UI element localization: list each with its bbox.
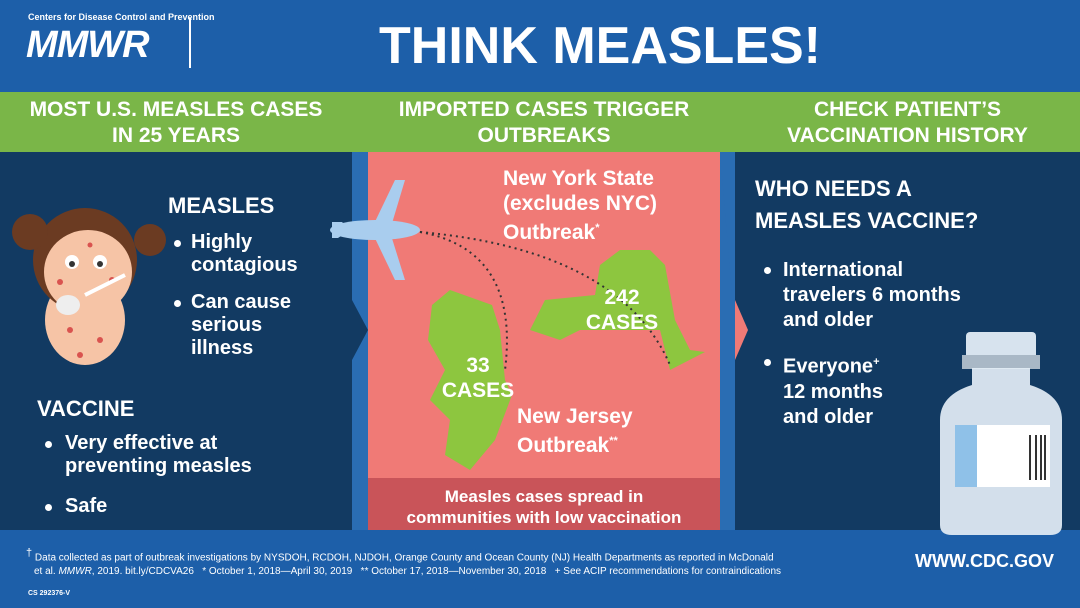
note: Data collected as part of outbreak inves… xyxy=(34,552,774,564)
code: CS 292376-V xyxy=(28,590,71,597)
line: MEASLES VACCINE? xyxy=(755,208,979,233)
line: Outbreak xyxy=(503,221,596,244)
line: travelers 6 months xyxy=(783,284,961,306)
line: (excludes NYC) xyxy=(503,192,658,215)
nj-cases: 33 CASES xyxy=(428,353,528,403)
line: OUTBREAKS xyxy=(477,124,611,147)
bullet-text: Very effective at preventing measles xyxy=(65,432,252,478)
line: Outbreak** xyxy=(517,429,633,458)
logo: MMWR xyxy=(26,24,150,66)
nj-label: New Jersey Outbreak** xyxy=(517,404,633,458)
line: contagious xyxy=(191,254,298,276)
footnote-mark: + xyxy=(873,356,880,368)
bullet xyxy=(764,359,771,366)
line: Highly xyxy=(191,231,253,253)
ny-label: New York State (excludes NYC) Outbreak* xyxy=(503,166,657,245)
bullet-text: International travelers 6 months and older xyxy=(783,258,961,333)
bullet xyxy=(174,240,181,247)
col-heading: CHECK PATIENT’S VACCINATION HISTORY xyxy=(735,97,1080,149)
line: WHO NEEDS A xyxy=(755,176,912,201)
line: and older xyxy=(783,405,874,428)
count: 242 xyxy=(604,286,640,309)
note: et al. xyxy=(34,566,56,578)
measles-heading: MEASLES xyxy=(168,193,275,218)
line: Outbreak* xyxy=(503,216,657,245)
line: IMPORTED CASES TRIGGER xyxy=(398,98,690,121)
journal: MMWR xyxy=(58,566,92,578)
line: communities with low vaccination xyxy=(406,508,682,527)
footnote-mark: ** xyxy=(609,435,618,447)
line: 12 months xyxy=(783,380,884,403)
bullet xyxy=(764,267,771,274)
bullet-text: Can cause serious illness xyxy=(191,291,291,360)
col-heading: IMPORTED CASES TRIGGER OUTBREAKS xyxy=(368,97,720,149)
line: New Jersey xyxy=(517,405,633,428)
url[interactable]: WWW.CDC.GOV xyxy=(915,551,1054,571)
title: THINK MEASLES! xyxy=(379,17,821,75)
bullet xyxy=(45,504,52,511)
line: et al. MMWR, 2019. bit.ly/CDCVA26 * Octo… xyxy=(26,565,781,579)
date-note: + See ACIP recommendations for contraind… xyxy=(554,566,782,578)
line: CHECK PATIENT’S xyxy=(813,98,1002,121)
bullet-text: Everyone+ 12 months and older xyxy=(783,350,883,430)
line: illness xyxy=(191,337,254,359)
bullet xyxy=(45,441,52,448)
bullet-text: Safe xyxy=(65,495,108,517)
line: MOST U.S. MEASLES CASES xyxy=(29,98,323,121)
line: VACCINATION HISTORY xyxy=(787,124,1028,147)
unit: CASES xyxy=(585,311,659,334)
ny-cases: 242 CASES xyxy=(572,285,672,335)
line: Very effective at xyxy=(65,432,218,454)
bullet-text: Highly contagious xyxy=(191,231,298,277)
org-name: Centers for Disease Control and Preventi… xyxy=(28,12,215,22)
question: WHO NEEDS A MEASLES VACCINE? xyxy=(755,173,978,237)
footnote-symbol: † xyxy=(26,547,33,559)
line: New York State xyxy=(503,167,654,190)
line: Can cause xyxy=(191,291,292,313)
line: Outbreak xyxy=(517,434,610,457)
footnote: † Data collected as part of outbreak inv… xyxy=(26,546,781,579)
line: Measles cases spread in xyxy=(444,487,644,506)
date-note: * October 1, 2018—April 30, 2019 xyxy=(202,566,353,578)
line: serious xyxy=(191,314,263,336)
unit: CASES xyxy=(441,379,515,402)
line: International xyxy=(783,259,904,281)
count: 33 xyxy=(466,354,490,377)
line: Everyone+ xyxy=(783,350,883,380)
date-note: ** October 17, 2018—November 30, 2018 xyxy=(360,566,547,578)
line: preventing measles xyxy=(65,455,252,477)
line: IN 25 YEARS xyxy=(112,124,240,147)
bullet xyxy=(174,300,181,307)
map-footer: Measles cases spread in communities with … xyxy=(368,486,720,528)
note: , 2019. bit.ly/CDCVA26 xyxy=(91,566,194,578)
line: † Data collected as part of outbreak inv… xyxy=(26,546,781,565)
footnote-mark: * xyxy=(595,222,600,234)
vaccine-heading: VACCINE xyxy=(37,396,135,421)
col-heading: MOST U.S. MEASLES CASES IN 25 YEARS xyxy=(0,97,352,149)
line: Everyone xyxy=(783,355,874,378)
line: and older xyxy=(783,309,874,331)
